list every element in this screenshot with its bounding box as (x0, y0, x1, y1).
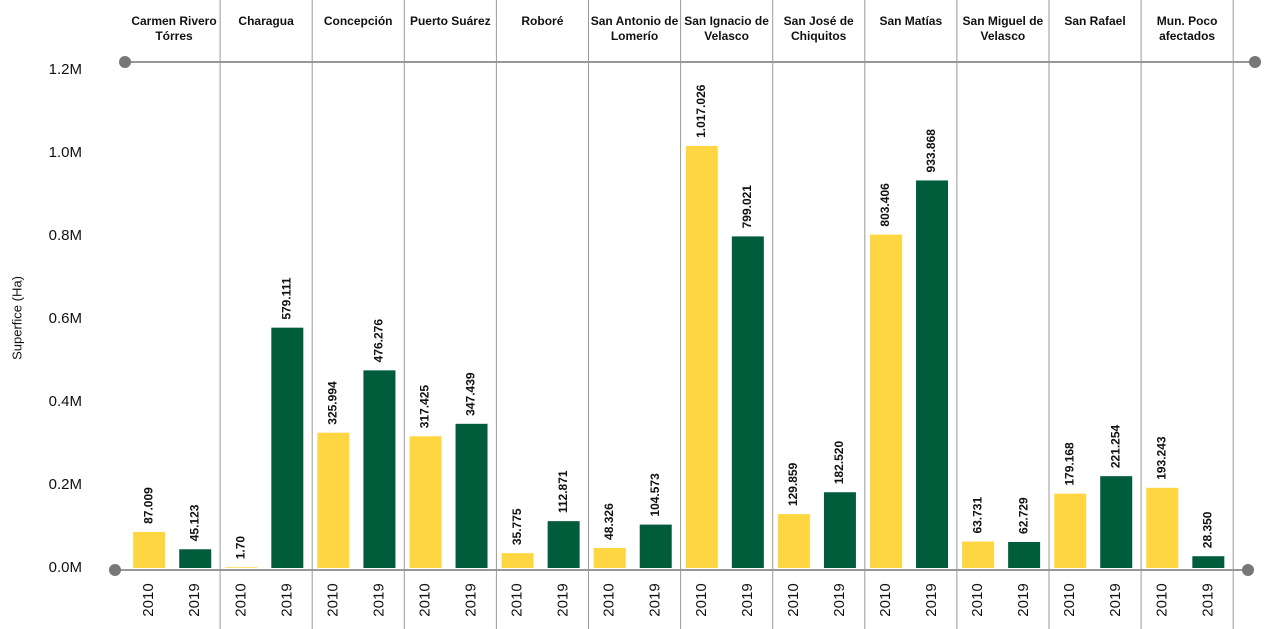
y-tick-label: 0.0M (49, 559, 82, 576)
category-label: San Matías (879, 14, 943, 28)
rule-dot (119, 56, 131, 68)
x-tick-label: 2010 (785, 583, 802, 616)
value-label: 45.123 (187, 504, 201, 541)
x-tick-label: 2010 (509, 583, 526, 616)
value-label: 579.111 (280, 277, 294, 319)
bar (317, 432, 350, 568)
bar (363, 370, 396, 568)
value-label: 63.731 (970, 497, 984, 534)
bar (1192, 556, 1225, 568)
x-tick-label: 2010 (1061, 583, 1078, 616)
category-label: San Rafael (1064, 14, 1126, 28)
x-tick-label: 2010 (324, 583, 341, 616)
bar (547, 521, 580, 568)
category-label: San José de Chiquitos (783, 14, 854, 43)
x-tick-label: 2019 (1199, 583, 1216, 616)
category-label: Charagua (238, 14, 294, 28)
value-label: 28.350 (1201, 511, 1215, 548)
x-tick-label: 2019 (463, 583, 480, 616)
bar (133, 531, 166, 568)
bar (1146, 487, 1179, 568)
bar (271, 327, 304, 568)
bar (455, 423, 488, 568)
x-tick-label: 2019 (739, 583, 756, 616)
value-label: 325.994 (326, 381, 340, 425)
category-label: San Antonio de Lomerío (590, 14, 679, 43)
bar (409, 436, 442, 568)
category-label: San Ignacio de Velasco (684, 14, 769, 43)
bar (731, 236, 764, 568)
x-tick-label: 2019 (370, 583, 387, 616)
x-tick-label: 2019 (647, 583, 664, 616)
bar (685, 145, 718, 568)
x-tick-label: 2010 (601, 583, 618, 616)
value-label: 62.729 (1016, 497, 1030, 534)
y-tick-label: 1.0M (49, 144, 82, 161)
y-tick-label: 1.2M (49, 61, 82, 78)
category-label: Mun. Poco afectados (1156, 14, 1218, 43)
x-tick-label: 2019 (555, 583, 572, 616)
value-label: 193.243 (1154, 436, 1168, 480)
y-tick-label: 0.2M (49, 476, 82, 493)
x-tick-label: 2019 (831, 583, 848, 616)
x-tick-label: 2010 (969, 583, 986, 616)
value-label: 476.276 (372, 319, 386, 363)
rule-dot (109, 564, 121, 576)
bar (777, 514, 810, 568)
y-tick-label: 0.8M (49, 227, 82, 244)
value-label: 1.70 (233, 536, 247, 560)
value-label: 347.439 (464, 372, 478, 416)
x-tick-label: 2010 (877, 583, 894, 616)
category-label: Carmen Rivero Tórres (131, 14, 217, 43)
bar (1100, 476, 1133, 568)
value-label: 933.868 (924, 129, 938, 173)
rule-dot (1249, 56, 1261, 68)
x-tick-label: 2019 (278, 583, 295, 616)
x-tick-label: 2019 (923, 583, 940, 616)
x-tick-label: 2010 (140, 583, 157, 616)
x-tick-label: 2010 (416, 583, 433, 616)
value-label: 221.254 (1108, 424, 1122, 468)
value-label: 104.573 (648, 473, 662, 517)
rule-dot (1242, 564, 1254, 576)
x-tick-label: 2010 (693, 583, 710, 616)
value-label: 803.406 (878, 183, 892, 227)
value-label: 317.425 (418, 385, 432, 429)
value-label: 48.326 (602, 503, 616, 540)
value-label: 129.859 (786, 462, 800, 506)
value-label: 35.775 (510, 508, 524, 545)
bar (1054, 493, 1087, 568)
x-tick-label: 2019 (1107, 583, 1124, 616)
x-tick-label: 2010 (232, 583, 249, 616)
y-tick-label: 0.4M (49, 393, 82, 410)
category-label: Roboré (521, 14, 564, 28)
value-label: 799.021 (740, 185, 754, 229)
bar (1008, 541, 1041, 568)
bar (823, 492, 856, 568)
bar (225, 567, 258, 568)
bar (179, 549, 212, 568)
value-label: 87.009 (141, 487, 155, 524)
bar (916, 180, 949, 569)
category-label: Concepción (323, 14, 393, 28)
x-tick-label: 2019 (186, 583, 203, 616)
bar (593, 547, 626, 568)
bar (639, 524, 672, 568)
bar (869, 234, 902, 568)
value-label: 182.520 (832, 441, 846, 485)
value-label: 1.017.026 (694, 84, 708, 138)
y-axis-title: Superfice (Ha) (9, 276, 24, 360)
value-label: 112.871 (556, 470, 570, 513)
bar (501, 553, 534, 568)
y-tick-label: 0.6M (49, 310, 82, 327)
x-tick-label: 2019 (1015, 583, 1032, 616)
value-label: 179.168 (1062, 442, 1076, 486)
bar (962, 541, 995, 568)
x-tick-label: 2010 (1153, 583, 1170, 616)
category-label: San Miguel de Velasco (962, 14, 1044, 43)
category-label: Puerto Suárez (409, 14, 491, 28)
